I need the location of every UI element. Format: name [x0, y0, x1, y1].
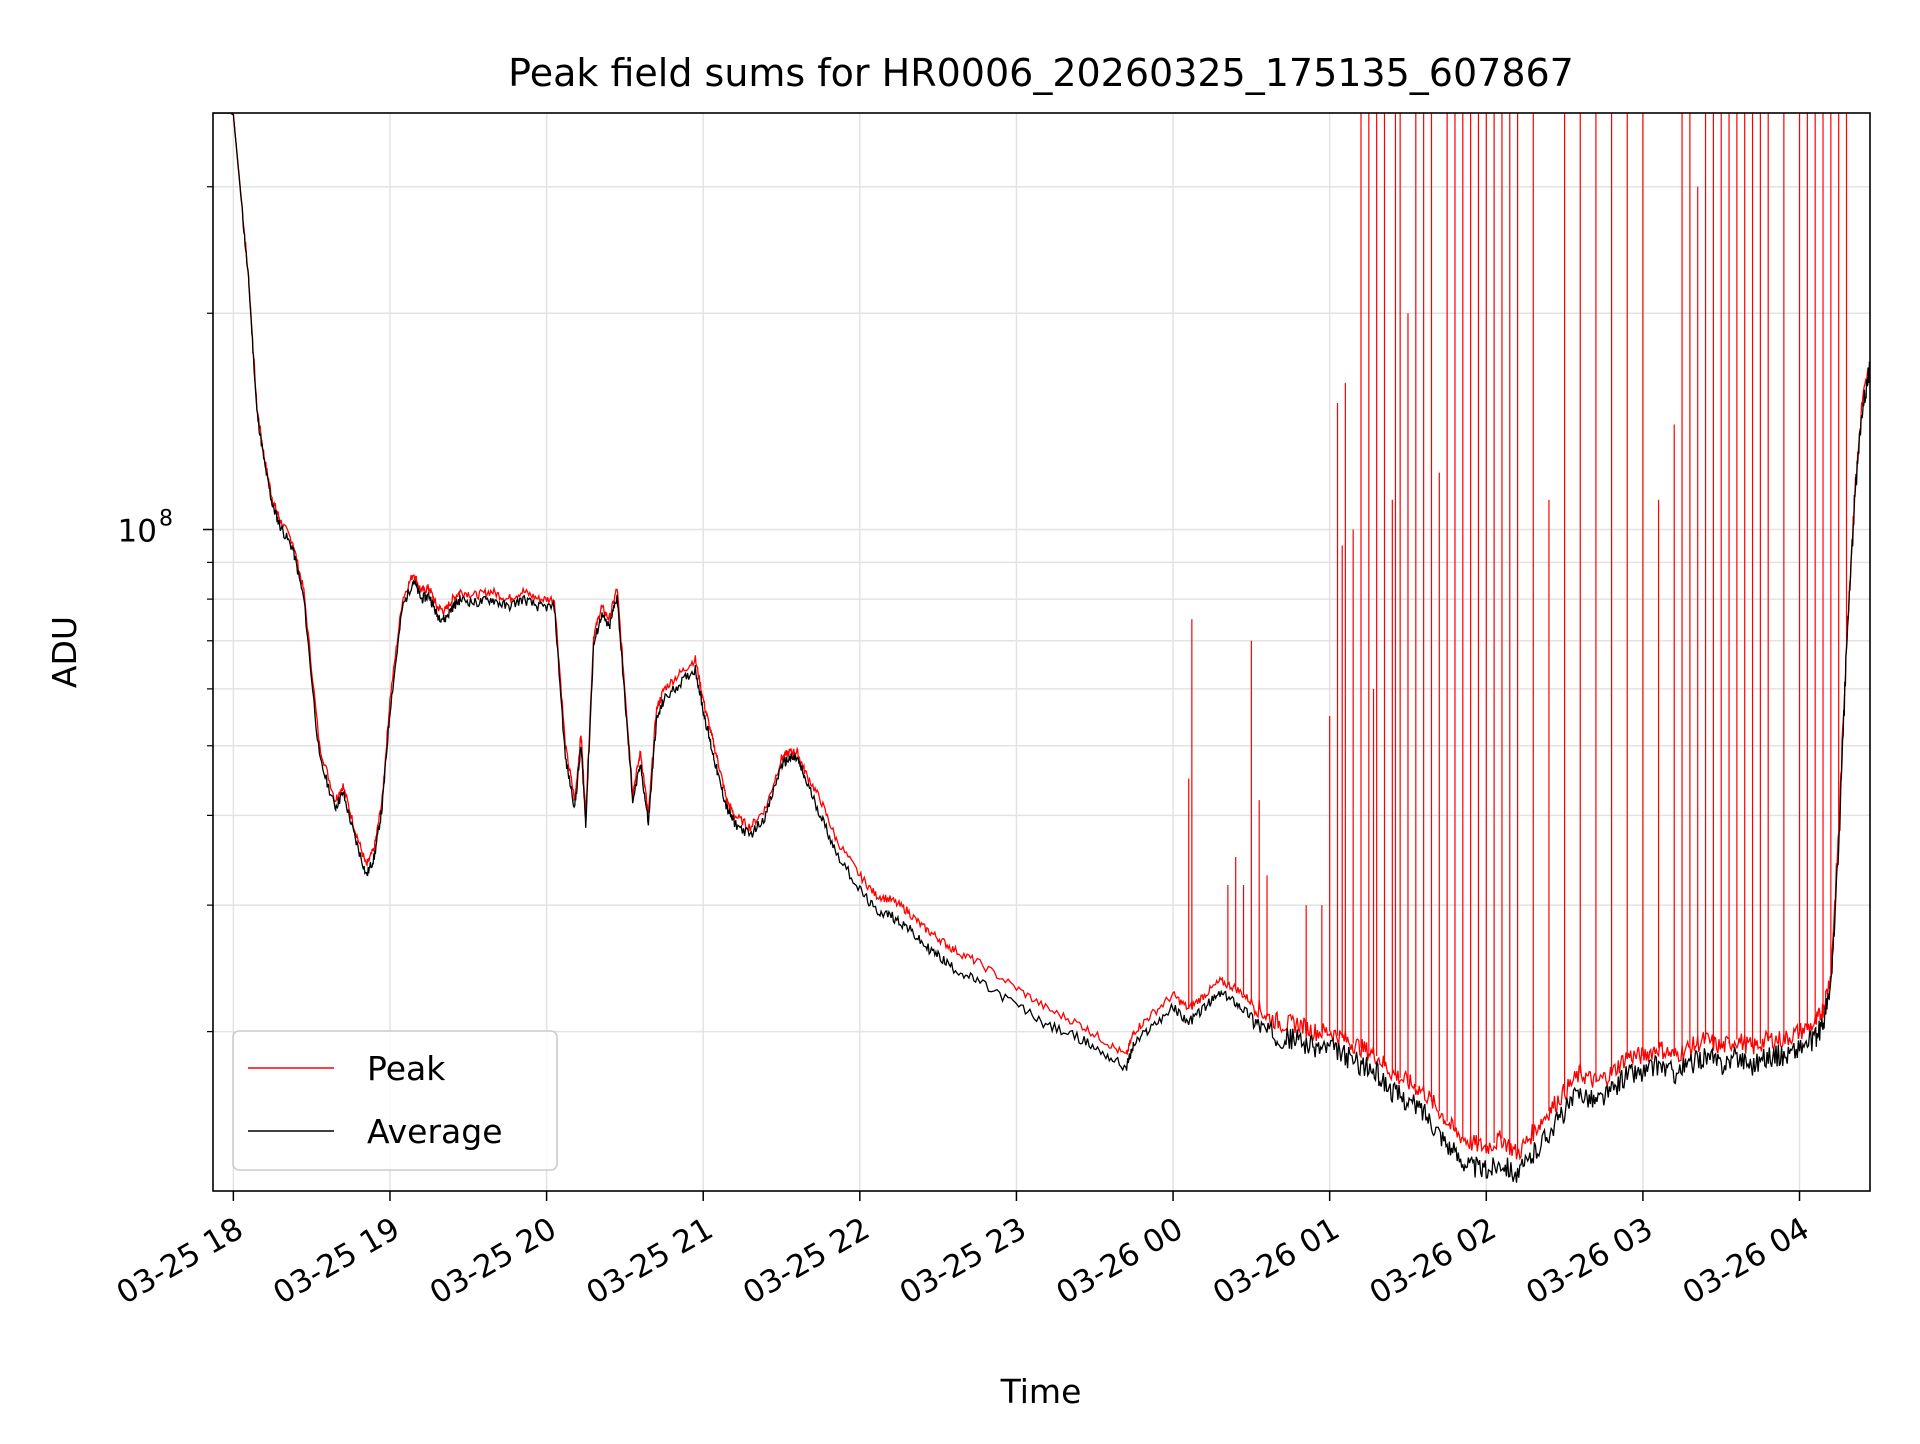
plot-frame	[212, 112, 1871, 1192]
legend: Peak Average	[232, 1030, 558, 1171]
series-layer	[213, 113, 1870, 1183]
legend-box	[232, 1030, 558, 1171]
legend-peak-label: Peak	[367, 1049, 446, 1088]
x-axis-label: Time	[1000, 1372, 1082, 1411]
y-tick-label-base: 10	[118, 514, 157, 550]
average-series-line	[213, 113, 1870, 1183]
chart-title: Peak field sums for HR0006_20260325_1751…	[508, 51, 1574, 95]
peak-series-line	[213, 113, 1870, 1161]
y-tick-label-exponent: 8	[159, 507, 173, 532]
y-axis-label: ADU	[45, 616, 84, 688]
legend-average-label: Average	[367, 1112, 503, 1151]
